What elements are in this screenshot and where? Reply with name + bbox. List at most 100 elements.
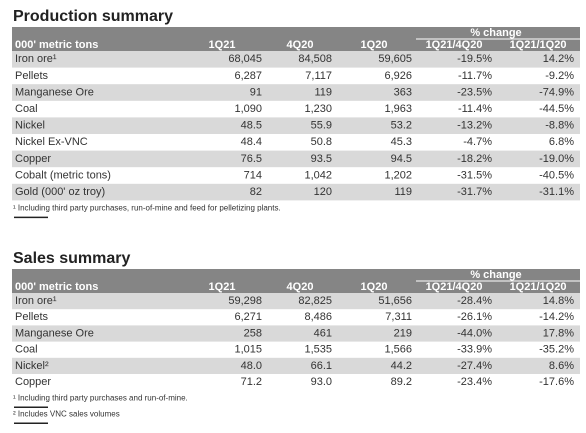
cell: 17.8% xyxy=(543,327,574,339)
row-label: Pellets xyxy=(15,70,49,82)
cell: 82,825 xyxy=(298,295,332,307)
column-header: 4Q20 xyxy=(287,39,314,51)
cell: 1,042 xyxy=(304,169,332,181)
cell: -11.7% xyxy=(458,70,492,82)
cell: 91 xyxy=(250,86,262,98)
column-header: 1Q21/1Q20 xyxy=(510,39,567,51)
cell: 120 xyxy=(314,186,332,198)
cell: -35.2% xyxy=(539,344,574,356)
cell: 93.0 xyxy=(311,376,332,388)
cell: -27.4% xyxy=(457,360,492,372)
cell: -9.2% xyxy=(545,70,574,82)
cell: 59,298 xyxy=(228,295,262,307)
row-band xyxy=(12,84,580,101)
column-header: 1Q21/4Q20 xyxy=(426,39,483,51)
row-label: Nickel xyxy=(15,120,45,132)
cell: 461 xyxy=(314,327,332,339)
cell: 1,566 xyxy=(384,344,412,356)
cell: 93.5 xyxy=(311,153,332,165)
cell: -19.0% xyxy=(539,153,574,165)
row-label: Manganese Ore xyxy=(15,86,94,98)
cell: 1,963 xyxy=(384,103,412,115)
footnote: ² Includes VNC sales volumes xyxy=(13,409,120,418)
cell: 1,230 xyxy=(304,103,332,115)
cell: 66.1 xyxy=(311,360,332,372)
cell: -31.7% xyxy=(457,186,492,198)
row-label: Copper xyxy=(15,153,51,165)
cell: -13.2% xyxy=(457,120,492,132)
cell: 68,045 xyxy=(228,53,262,65)
cell: 363 xyxy=(394,86,412,98)
column-header: 000' metric tons xyxy=(15,281,98,293)
cell: 44.2 xyxy=(391,360,412,372)
cell: -23.4% xyxy=(457,376,492,388)
cell: 6,271 xyxy=(234,311,262,323)
section-title: Sales summary xyxy=(13,250,131,267)
row-label: Nickel² xyxy=(15,360,49,372)
column-header: 1Q20 xyxy=(361,281,388,293)
cell: 1,535 xyxy=(304,344,332,356)
cell: 71.2 xyxy=(241,376,262,388)
cell: 50.8 xyxy=(311,136,332,148)
row-band xyxy=(12,183,580,201)
cell: 1,202 xyxy=(384,169,412,181)
cell: 1,090 xyxy=(234,103,262,115)
cell: -44.5% xyxy=(539,103,574,115)
cell: 714 xyxy=(244,169,262,181)
row-label: Iron ore¹ xyxy=(15,295,57,307)
cell: -44.0% xyxy=(457,327,492,339)
cell: -28.4% xyxy=(457,295,492,307)
cell: 14.2% xyxy=(543,53,574,65)
row-label: Nickel Ex-VNC xyxy=(15,136,88,148)
cell: 53.2 xyxy=(391,120,412,132)
cell: 8.6% xyxy=(549,360,574,372)
cell: -19.5% xyxy=(457,53,492,65)
cell: 55.9 xyxy=(311,120,332,132)
cell: 89.2 xyxy=(391,376,412,388)
cell: -18.2% xyxy=(457,153,492,165)
row-label: Copper xyxy=(15,376,51,388)
row-label: Pellets xyxy=(15,311,49,323)
column-header: 1Q21 xyxy=(209,39,236,51)
cell: -17.6% xyxy=(539,376,574,388)
cell: 219 xyxy=(394,327,412,339)
change-label: % change xyxy=(470,27,521,39)
cell: 119 xyxy=(314,86,332,98)
column-header: 000' metric tons xyxy=(15,39,98,51)
cell: -23.5% xyxy=(457,86,492,98)
row-label: Coal xyxy=(15,103,38,115)
cell: 119 xyxy=(394,186,412,198)
row-band xyxy=(12,325,580,342)
row-label: Cobalt (metric tons) xyxy=(15,169,111,181)
row-label: Manganese Ore xyxy=(15,327,94,339)
cell: -11.4% xyxy=(458,103,492,115)
cell: 48.4 xyxy=(241,136,262,148)
cell: -74.9% xyxy=(539,86,574,98)
cell: 7,117 xyxy=(305,70,332,82)
cell: 7,311 xyxy=(385,311,412,323)
cell: 59,605 xyxy=(378,53,412,65)
cell: 94.5 xyxy=(391,153,412,165)
cell: 51,656 xyxy=(378,295,412,307)
column-header: 1Q20 xyxy=(361,39,388,51)
cell: 6.8% xyxy=(549,136,574,148)
cell: -31.1% xyxy=(539,186,574,198)
cell: 8,486 xyxy=(304,311,332,323)
cell: 48.5 xyxy=(241,120,262,132)
row-band xyxy=(12,357,580,374)
cell: -33.9% xyxy=(457,344,492,356)
row-band xyxy=(12,293,580,310)
footnote: ¹ Including third party purchases and ru… xyxy=(13,393,188,402)
cell: 76.5 xyxy=(241,153,262,165)
cell: 258 xyxy=(244,327,262,339)
row-band xyxy=(12,51,580,68)
row-label: Gold (000' oz troy) xyxy=(15,186,105,198)
cell: 45.3 xyxy=(391,136,412,148)
column-header: 1Q21 xyxy=(209,281,236,293)
cell: -14.2% xyxy=(539,311,574,323)
row-label: Iron ore¹ xyxy=(15,53,57,65)
row-band xyxy=(12,117,580,134)
cell: 82 xyxy=(250,186,262,198)
row-band xyxy=(12,150,580,168)
